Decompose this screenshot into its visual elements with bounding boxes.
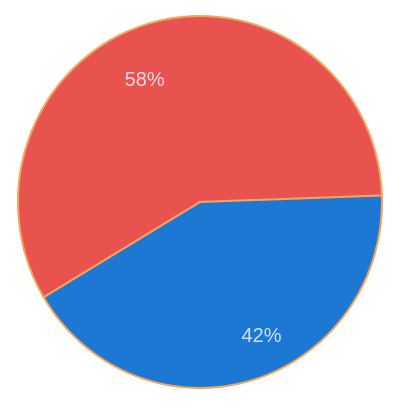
pie-slice-blue [42, 194, 383, 389]
slice-label-blue: 42% [241, 325, 281, 347]
pie-labels: 58% 42% [125, 69, 282, 347]
pie-slices [17, 15, 383, 389]
pie-slice-red [17, 15, 383, 299]
slice-label-red: 58% [125, 69, 165, 91]
